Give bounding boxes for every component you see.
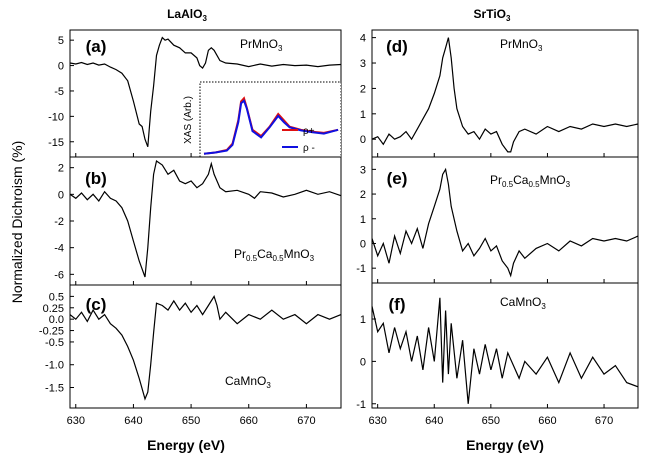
x-tick-label: 640	[425, 415, 443, 427]
panel-frame	[69, 284, 342, 409]
inset-frame	[199, 81, 342, 158]
y-tick-label: -0.25	[39, 326, 64, 338]
dichroism-series-line	[69, 159, 342, 278]
y-tick-label: 0	[58, 189, 64, 201]
y-tick-label: 2	[58, 163, 64, 175]
panel-letter: (c)	[86, 295, 107, 314]
x-tick-label: 670	[297, 415, 315, 427]
panel-b: 2 0 -2 -4 -6 (b) Pr0.5Ca0.5MnO3	[54, 156, 342, 286]
material-label: CaMnO3	[225, 374, 271, 390]
y-tick-label: -1	[356, 399, 366, 411]
column-title-srtio3: SrTiO3	[474, 7, 511, 23]
dichroism-series-line	[371, 37, 639, 153]
y-tick-label: 0	[360, 238, 366, 250]
y-tick-label: 1	[360, 109, 366, 121]
panel-letter: (a)	[86, 37, 107, 56]
y-tick-label: -10	[48, 111, 64, 123]
x-tick-label: 630	[67, 415, 85, 427]
y-tick-label: -5	[54, 86, 64, 98]
y-tick-label: -2	[54, 216, 64, 228]
y-tick-label: -1.0	[45, 360, 64, 372]
y-axis-label: Normalized Dichroism (%)	[9, 141, 25, 304]
y-tick-label: 2	[360, 189, 366, 201]
panel-frame	[69, 156, 342, 286]
y-tick-label: 5	[58, 35, 64, 47]
dichroism-series-line	[69, 294, 342, 401]
x-tick-label: 650	[182, 415, 200, 427]
panel-frame	[371, 282, 639, 409]
y-tick-label: -1.5	[45, 383, 64, 395]
dichroism-series-line	[371, 297, 639, 404]
material-label: PrMnO3	[240, 37, 283, 53]
y-tick-label: -15	[48, 137, 64, 149]
panel-c: 0.50.250.0-0.25-0.5 -1.0 -1.5 630 640 650 660 6…	[39, 284, 342, 427]
dichroism-series-line	[69, 36, 342, 148]
x-tick-label: 640	[124, 415, 142, 427]
x-axis-label-left: Energy (eV)	[147, 437, 225, 453]
dichroism-series-line	[371, 167, 639, 278]
y-tick-label: 1	[360, 314, 366, 326]
panel-d: 4 3 2 1 0 (d) PrMnO3	[360, 29, 639, 158]
x-axis-label-right: Energy (eV)	[466, 437, 544, 453]
panel-letter: (d)	[386, 37, 408, 56]
y-tick-label: 0	[58, 61, 64, 73]
xas-inset: XAS (Arb.) ρ+ ρ -	[183, 81, 342, 158]
y-tick-label: 0	[360, 134, 366, 146]
x-tick-label: 670	[595, 415, 613, 427]
material-label: Pr0.5Ca0.5MnO3	[234, 247, 315, 263]
y-tick-label: -4	[54, 243, 64, 255]
y-tick-label: 0.0	[49, 314, 64, 326]
panel-letter: (b)	[85, 169, 107, 188]
column-title-laalo3: LaAlO3	[167, 7, 207, 23]
y-tick-label: 2	[360, 83, 366, 95]
inset-legend-label: ρ -	[303, 143, 315, 154]
y-tick-label: -1	[356, 263, 366, 275]
panel-letter: (e)	[387, 169, 408, 188]
y-tick-label: 0.25	[43, 303, 64, 315]
y-tick-label: -6	[54, 269, 64, 281]
x-tick-label: 660	[538, 415, 556, 427]
y-tick-label: 3	[360, 58, 366, 70]
panel-a: 5 0 -5 -10 -15 (a) PrMnO3 XAS (Arb.) ρ+ ρ -	[48, 29, 342, 158]
y-tick-label: 1	[360, 214, 366, 226]
x-tick-label: 650	[482, 415, 500, 427]
y-tick-label: 0.5	[49, 291, 64, 303]
inset-y-label: XAS (Arb.)	[183, 96, 194, 144]
y-tick-label: 3	[360, 164, 366, 176]
material-label: PrMnO3	[500, 37, 543, 53]
inset-legend-label: ρ+	[303, 126, 315, 137]
x-tick-label: 630	[368, 415, 386, 427]
y-tick-label: -0.5	[45, 337, 64, 349]
y-tick-label: 0	[360, 356, 366, 368]
material-label: Pr0.5Ca0.5MnO3	[490, 173, 571, 189]
panel-letter: (f)	[389, 295, 406, 314]
y-tick-label: 4	[360, 33, 366, 45]
material-label: CaMnO3	[500, 295, 546, 311]
xas-series-line	[203, 99, 339, 155]
panel-e: 3 2 1 0 -1 (e) Pr0.5Ca0.5MnO3	[356, 156, 639, 284]
x-tick-label: 660	[240, 415, 258, 427]
